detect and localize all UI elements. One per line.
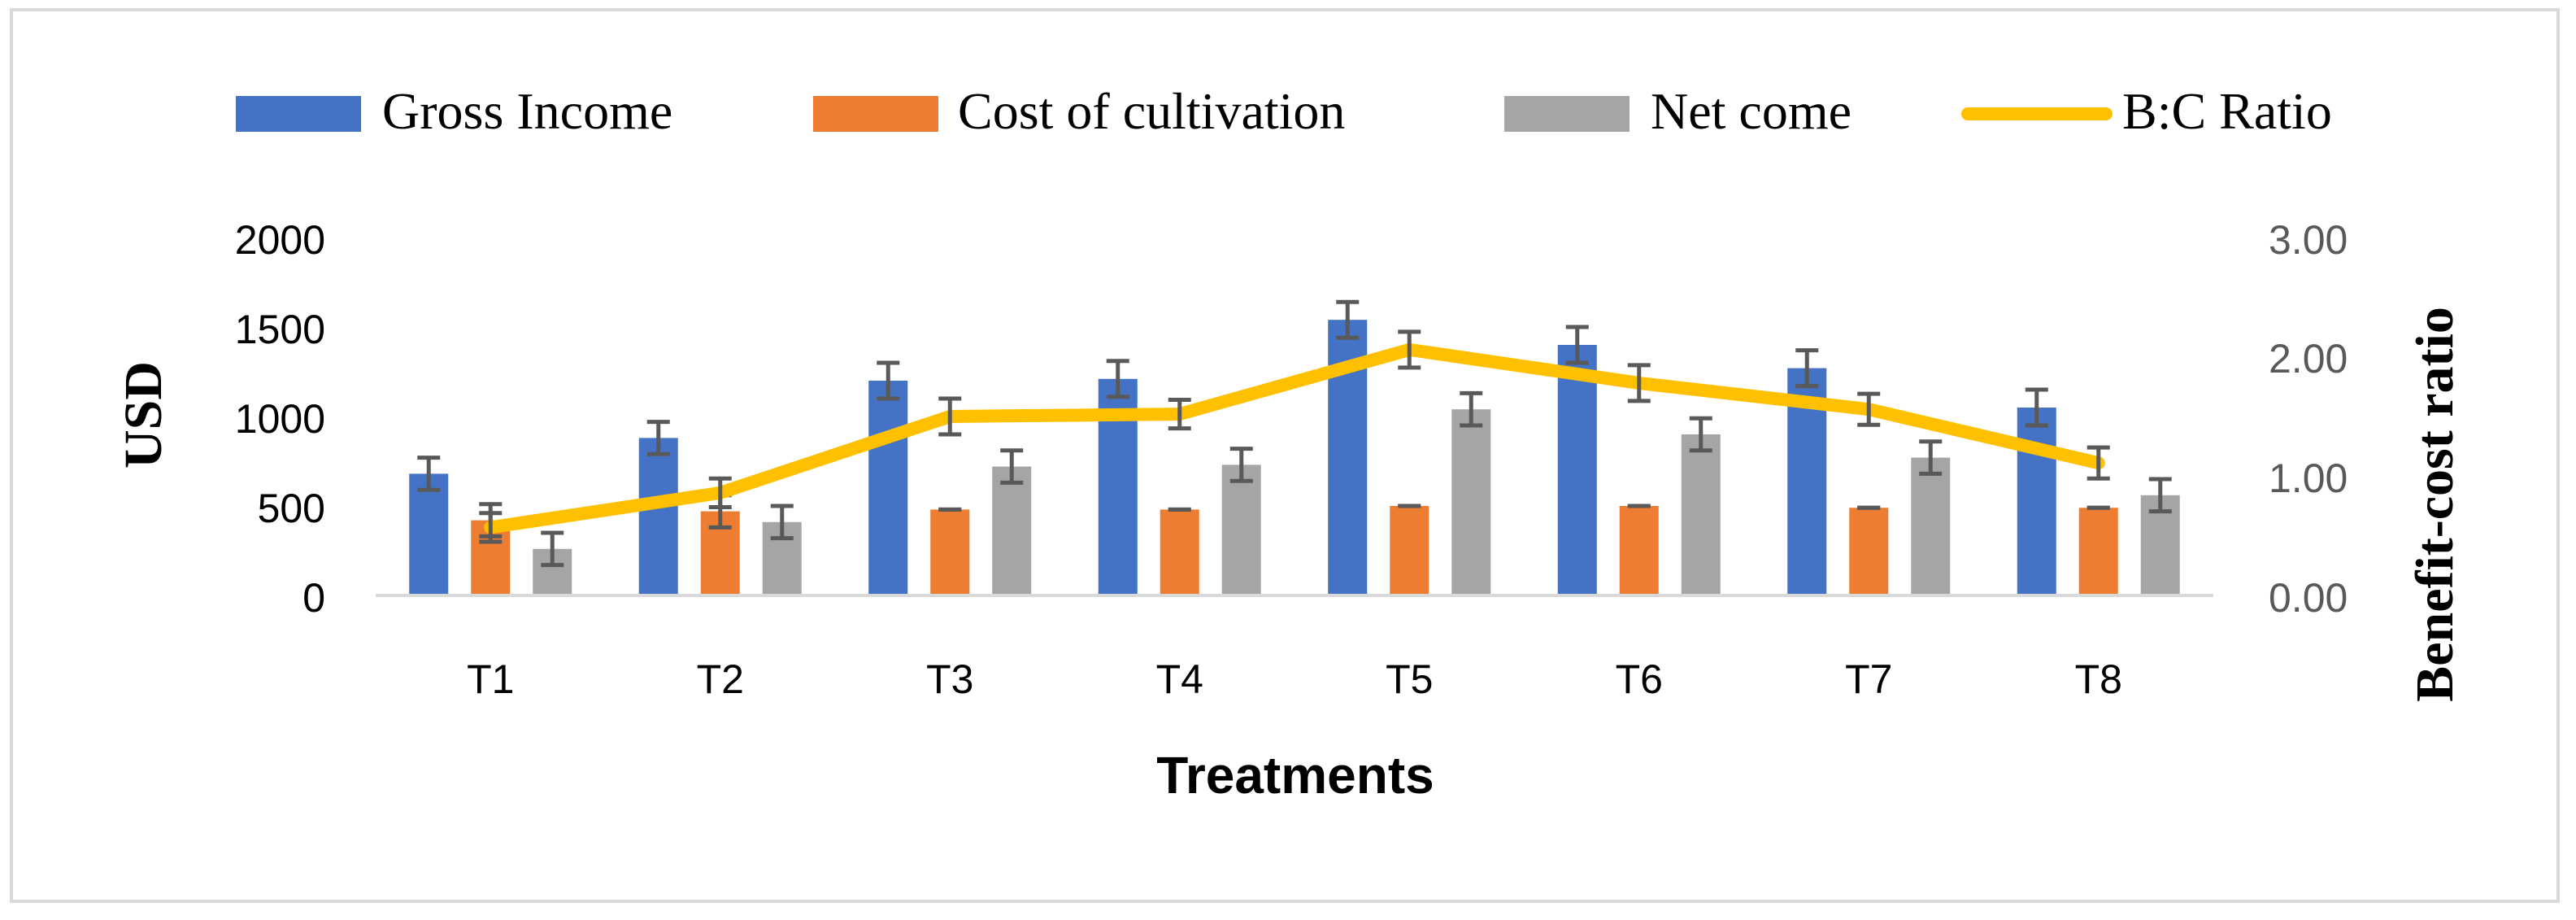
bar-net-come [1911,457,1951,595]
x-category-label: T1 [467,656,514,702]
bar-cost-of-cultivation [1160,509,1199,595]
y-axis-title: USD [114,361,173,469]
line-bc-ratio [484,342,2105,534]
x-category-label: T6 [1616,656,1663,702]
y2-tick-label: 2.00 [2269,336,2348,382]
error-bar [1689,416,1712,453]
y2-axis-title: Benefit-cost ratio [2405,307,2465,702]
bar-net-come [1681,434,1721,595]
x-category-label: T3 [926,656,973,702]
legend-label-bc-ratio: B:C Ratio [2122,82,2332,140]
y2-tick-label: 0.00 [2269,575,2348,621]
bar-net-come [992,466,1032,595]
error-bar [1565,325,1589,365]
y2-tick-label: 1.00 [2269,456,2348,501]
bar-cost-of-cultivation [2078,508,2118,595]
x-axis-categories: T1 T2 T3 T4 T5 T6 T7 T8 [467,656,2122,702]
error-bar [1919,439,1943,476]
error-bar [770,504,794,541]
legend: Gross Income Cost of cultivation Net com… [236,82,2332,140]
bar-gross-income [638,438,678,595]
x-category-label: T2 [697,656,744,702]
legend-swatch-net-come [1504,96,1630,132]
chart-frame [10,8,2560,903]
bar-cost-of-cultivation [930,509,970,595]
error-bar [2148,477,2172,514]
error-bar [646,420,670,456]
bar-cost-of-cultivation [1849,508,1889,595]
error-bar [1106,359,1129,399]
error-bar [1000,448,1024,485]
x-category-label: T8 [2075,656,2122,702]
x-axis-title: Treatments [1156,746,1434,804]
y-tick-label: 2000 [235,217,325,263]
error-bar [2025,387,2048,428]
y-tick-label: 0 [302,575,325,621]
legend-swatch-gross-income [236,96,361,132]
bar-cost-of-cultivation [1619,506,1659,595]
bar-gross-income [868,381,908,595]
bars-layer [409,299,2180,595]
bar-net-come [1221,464,1261,595]
y2-tick-label: 3.00 [2269,217,2348,263]
bar-gross-income [1557,345,1597,595]
error-bar [541,530,564,568]
error-bar [417,456,441,492]
error-bar [1229,447,1253,483]
bar-net-come [1451,409,1491,595]
bar-gross-income [2017,408,2056,595]
bar-gross-income [409,473,449,595]
legend-label-net-come: Net come [1651,82,1852,140]
line-layer [479,329,2110,544]
legend-label-gross-income: Gross Income [382,82,672,140]
legend-swatch-cost-of-cultivation [813,96,938,132]
legend-label-cost-of-cultivation: Cost of cultivation [958,82,1345,140]
x-category-label: T7 [1845,656,1892,702]
y-tick-label: 1000 [235,396,325,442]
error-bar [1795,348,1819,389]
y-axis-ticks: 0 500 1000 1500 2000 [235,217,325,621]
y2-axis-ticks: 0.00 1.00 2.00 3.00 [2269,217,2348,621]
x-category-label: T5 [1386,656,1433,702]
y-tick-label: 500 [258,486,325,531]
error-bar [877,360,900,401]
bar-cost-of-cultivation [1390,506,1429,595]
error-bar [1336,299,1360,340]
error-bar [1460,390,1483,428]
x-category-label: T4 [1156,656,1203,702]
y-tick-label: 1500 [235,307,325,352]
